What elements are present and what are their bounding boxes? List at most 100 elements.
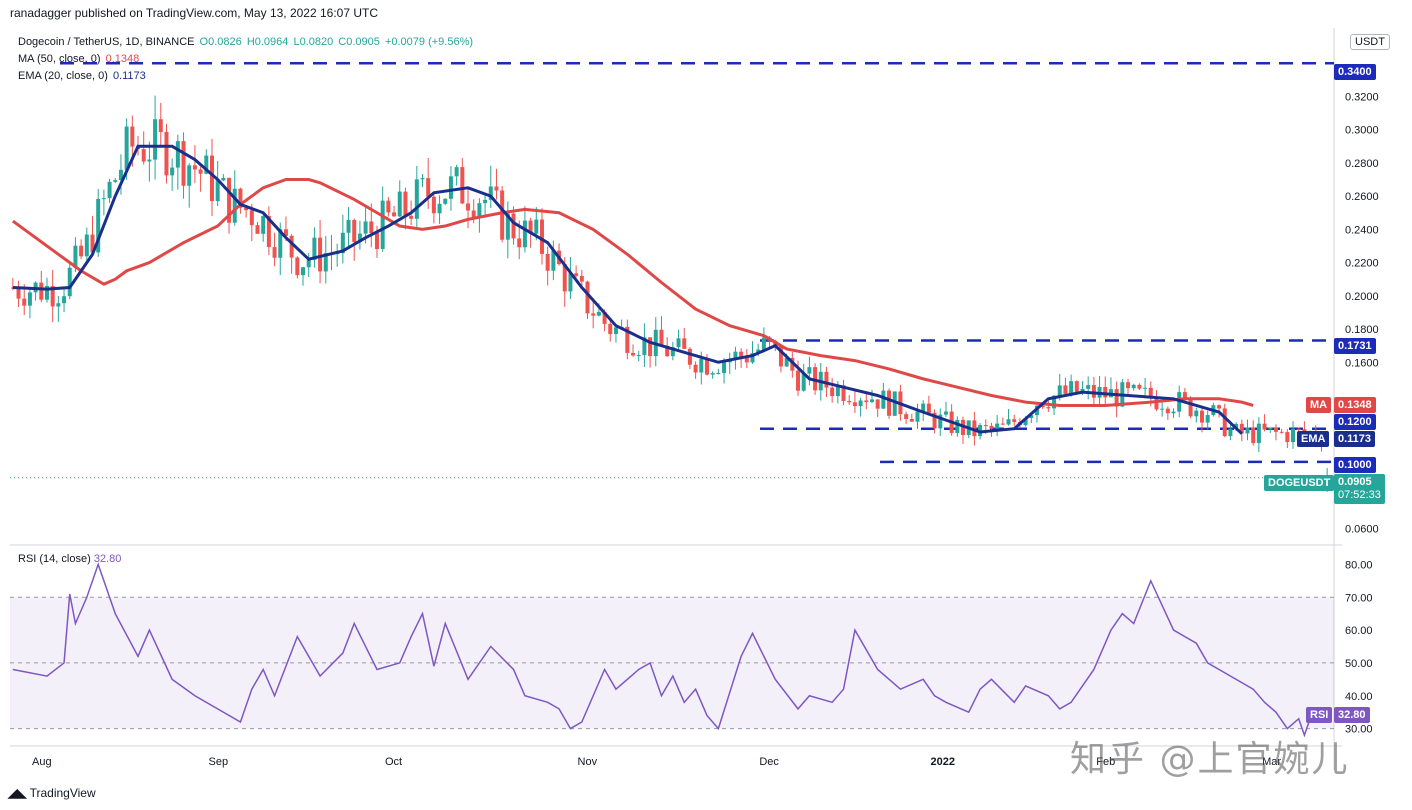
ema-tag: EMA xyxy=(1297,431,1330,447)
candle-body xyxy=(221,177,226,181)
candle-body xyxy=(562,264,567,292)
candle-body xyxy=(904,414,909,419)
candle-body xyxy=(170,167,175,176)
candle-body xyxy=(295,257,300,276)
candle-body xyxy=(443,198,448,204)
currency-button[interactable]: USDT xyxy=(1350,34,1390,50)
candle-body xyxy=(397,191,402,217)
candle-body xyxy=(192,165,197,170)
candle-body xyxy=(318,237,323,272)
tradingview-logo[interactable]: ◢◣ TradingView xyxy=(8,786,96,800)
candle-body xyxy=(921,403,926,412)
rsi-tick-label: 80.00 xyxy=(1345,559,1373,571)
candle-body xyxy=(278,229,283,258)
candle-body xyxy=(631,352,636,356)
candle-body xyxy=(266,216,271,248)
candle-body xyxy=(1103,386,1108,398)
candle-body xyxy=(784,357,789,367)
candle-body xyxy=(1137,384,1142,389)
candle-body xyxy=(1222,408,1227,437)
candle-body xyxy=(1160,408,1165,410)
candle-body xyxy=(181,141,186,186)
candle-body xyxy=(887,390,892,416)
candle-body xyxy=(625,326,630,353)
candle-body xyxy=(16,288,21,299)
candle-body xyxy=(943,411,948,415)
watermark: 知乎 @上官婉儿 xyxy=(1070,739,1350,780)
candle-body xyxy=(926,403,931,413)
candle-body xyxy=(830,387,835,397)
candle-body xyxy=(340,232,345,254)
candle-body xyxy=(1000,423,1005,425)
rsi-band-fill xyxy=(10,597,1334,729)
rsi-tick-label: 50.00 xyxy=(1345,658,1373,670)
price-tick-label: 0.2600 xyxy=(1345,191,1379,203)
candle-body xyxy=(1285,432,1290,443)
candle-body xyxy=(107,181,112,199)
candle-body xyxy=(1273,427,1278,432)
rsi-label: RSI (14, close) xyxy=(18,553,91,565)
candle-body xyxy=(164,131,169,176)
candle-body xyxy=(1165,408,1170,414)
candle-body xyxy=(1006,419,1011,425)
candle-body xyxy=(73,245,78,268)
candle-body xyxy=(847,400,852,403)
candle-body xyxy=(312,237,317,260)
candle-body xyxy=(84,234,89,257)
legend-ema-row: EMA (20, close, 0) 0.1173 xyxy=(18,70,146,82)
time-tick-label: Mar xyxy=(1262,756,1281,768)
candle-body xyxy=(414,179,419,219)
candle-body xyxy=(79,245,84,257)
candle-body xyxy=(1040,405,1045,408)
rsi-legend-value: 32.80 xyxy=(93,553,122,565)
price-tick-label: 0.2200 xyxy=(1345,258,1379,270)
candle-body xyxy=(56,303,61,307)
candle-body xyxy=(386,200,391,213)
candle-body xyxy=(306,259,311,268)
candle-body xyxy=(568,273,573,292)
candle-body xyxy=(403,191,408,216)
candle-body xyxy=(272,247,277,258)
candle-body xyxy=(574,273,579,276)
candle-body xyxy=(380,200,385,250)
last-price: 0.0905 xyxy=(1338,476,1372,488)
candle-body xyxy=(579,275,584,282)
candle-body xyxy=(227,177,232,223)
candle-body xyxy=(1023,417,1028,426)
candle-body xyxy=(352,219,357,243)
bar-countdown: 07:52:33 xyxy=(1338,489,1381,501)
candle-body xyxy=(392,212,397,217)
candle-body xyxy=(1239,423,1244,434)
candle-body xyxy=(972,420,977,437)
candle-body xyxy=(1251,427,1256,444)
symbol-tag: DOGEUSDT xyxy=(1264,475,1335,491)
candle-body xyxy=(1143,387,1148,389)
candle-body xyxy=(301,267,306,276)
price-tick-label: 0.1800 xyxy=(1345,324,1379,336)
candle-body xyxy=(238,188,243,208)
price-tick-label: 0.1600 xyxy=(1345,357,1379,369)
candle-body xyxy=(1046,407,1051,409)
candle-body xyxy=(232,188,237,223)
candle-body xyxy=(431,196,436,214)
time-tick-label: Oct xyxy=(385,756,402,768)
candle-body xyxy=(596,311,601,316)
candle-body xyxy=(744,357,749,363)
candle-body xyxy=(477,203,482,218)
candle-body xyxy=(289,235,294,258)
rsi-tick-label: 40.00 xyxy=(1345,691,1373,703)
candle-body xyxy=(494,186,499,191)
candle-body xyxy=(147,159,152,162)
candle-body xyxy=(807,367,812,374)
candle-body xyxy=(687,348,692,365)
high-value: H0.0964 xyxy=(246,36,289,48)
candle-body xyxy=(1262,423,1267,430)
candle-body xyxy=(551,250,556,271)
candle-body xyxy=(852,402,857,407)
candle-body xyxy=(591,313,596,316)
candle-body xyxy=(283,229,288,236)
candle-body xyxy=(869,399,874,403)
candle-body xyxy=(369,221,374,234)
candle-body xyxy=(1228,429,1233,437)
